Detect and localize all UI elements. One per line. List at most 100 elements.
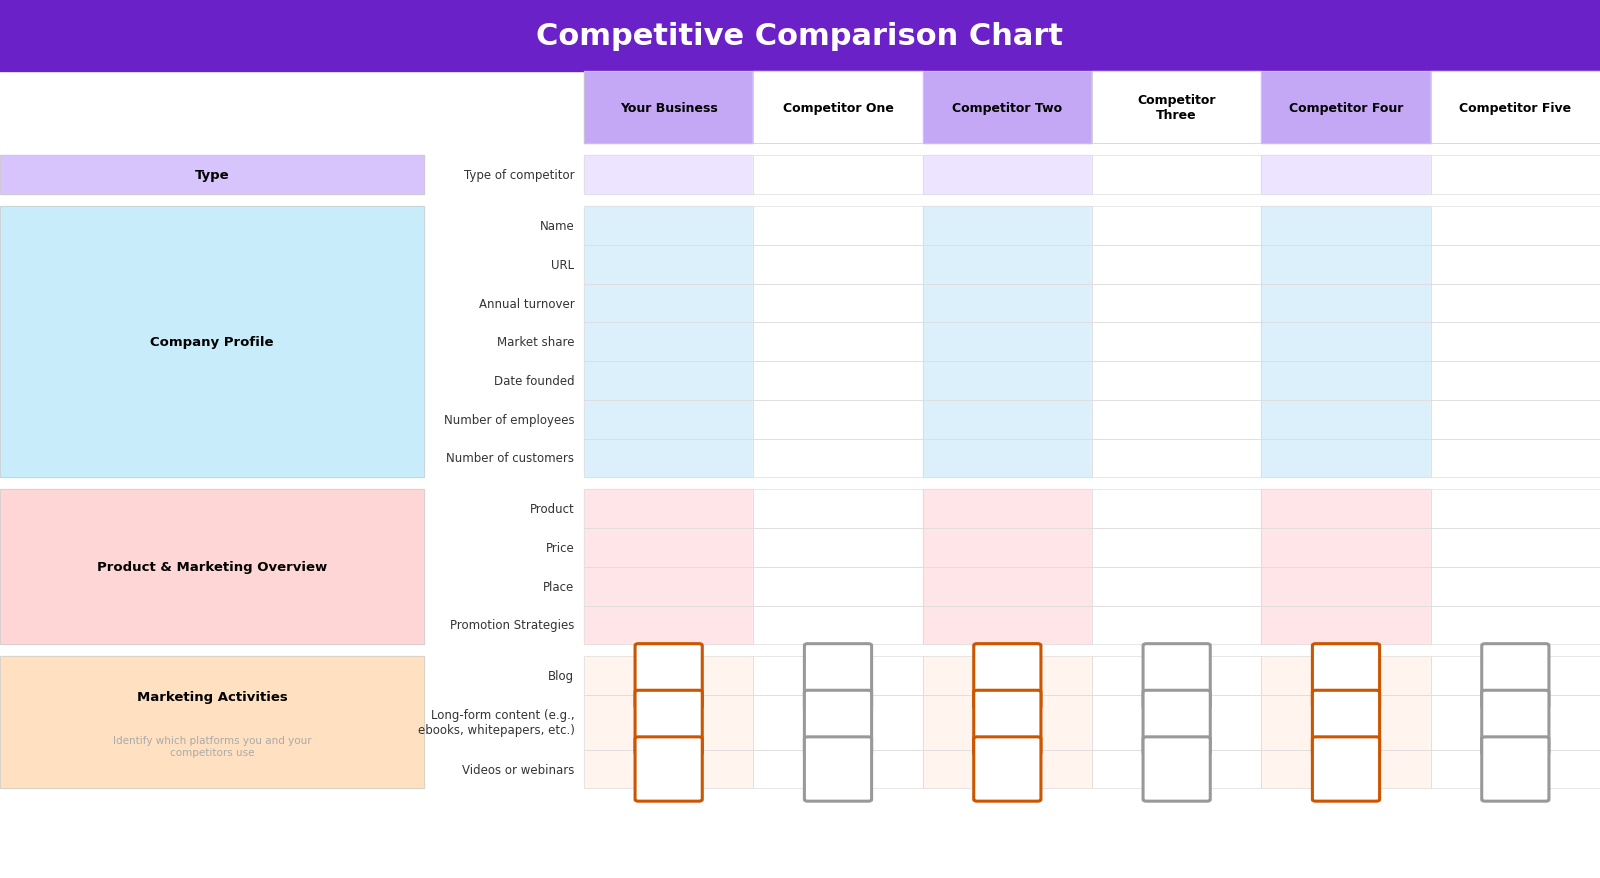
FancyBboxPatch shape — [805, 644, 872, 709]
Bar — [0, 657, 424, 788]
Bar — [754, 156, 923, 195]
Bar — [1261, 529, 1430, 567]
Bar — [923, 207, 1091, 246]
Bar — [584, 400, 754, 439]
Bar — [1091, 657, 1261, 695]
Bar — [754, 529, 923, 567]
Bar — [1261, 750, 1430, 788]
Bar — [754, 400, 923, 439]
Bar — [1430, 400, 1600, 439]
Bar — [754, 72, 923, 144]
Bar — [1261, 750, 1430, 788]
FancyBboxPatch shape — [974, 737, 1042, 802]
Bar — [754, 156, 923, 195]
Bar — [0, 207, 424, 478]
Text: Company Profile: Company Profile — [150, 336, 274, 349]
Text: Product & Marketing Overview: Product & Marketing Overview — [98, 561, 326, 573]
Bar — [1430, 156, 1600, 195]
Bar — [1091, 750, 1261, 788]
Bar — [923, 657, 1091, 695]
Bar — [0, 0, 1600, 72]
Bar — [1261, 323, 1430, 362]
Bar — [923, 156, 1091, 195]
Bar — [923, 284, 1091, 323]
Bar — [1261, 362, 1430, 400]
FancyBboxPatch shape — [805, 737, 872, 802]
Bar — [923, 323, 1091, 362]
Text: Market share: Market share — [498, 336, 574, 349]
Bar — [1430, 400, 1600, 439]
Text: Competitor
Three: Competitor Three — [1138, 94, 1216, 122]
Text: Date founded: Date founded — [494, 375, 574, 387]
Bar — [1261, 490, 1430, 529]
Bar — [584, 72, 754, 144]
Bar — [923, 695, 1091, 750]
Bar — [584, 439, 754, 478]
Bar — [754, 695, 923, 750]
Bar — [1261, 567, 1430, 606]
Bar — [0, 156, 424, 195]
Bar — [584, 284, 754, 323]
Bar — [754, 606, 923, 644]
Bar — [1091, 207, 1261, 246]
Bar — [584, 72, 754, 144]
Text: Competitive Comparison Chart: Competitive Comparison Chart — [536, 22, 1064, 50]
FancyBboxPatch shape — [635, 690, 702, 755]
Text: Competitor Two: Competitor Two — [952, 102, 1062, 114]
Bar — [0, 207, 424, 478]
Bar — [1091, 750, 1261, 788]
Bar — [584, 657, 754, 695]
Bar — [1261, 72, 1430, 144]
Text: Competitor Four: Competitor Four — [1290, 102, 1403, 114]
FancyBboxPatch shape — [1142, 644, 1210, 709]
Bar — [1091, 490, 1261, 529]
Bar — [1091, 400, 1261, 439]
Bar — [584, 695, 754, 750]
Bar — [923, 72, 1091, 144]
Text: Promotion Strategies: Promotion Strategies — [450, 619, 574, 631]
Text: Name: Name — [539, 220, 574, 233]
Bar — [754, 439, 923, 478]
Bar — [1091, 606, 1261, 644]
Bar — [1430, 284, 1600, 323]
FancyBboxPatch shape — [1482, 644, 1549, 709]
Bar — [1430, 606, 1600, 644]
Bar — [923, 400, 1091, 439]
Bar — [584, 490, 754, 529]
Text: Price: Price — [546, 542, 574, 554]
Text: Long-form content (e.g.,
ebooks, whitepapers, etc.): Long-form content (e.g., ebooks, whitepa… — [418, 709, 574, 737]
Bar — [584, 606, 754, 644]
Bar — [754, 246, 923, 284]
Bar — [1430, 750, 1600, 788]
FancyBboxPatch shape — [1312, 737, 1379, 802]
Bar — [754, 323, 923, 362]
Bar — [1091, 362, 1261, 400]
Bar — [1261, 606, 1430, 644]
Bar — [0, 156, 424, 195]
Bar — [584, 529, 754, 567]
Text: Annual turnover: Annual turnover — [478, 298, 574, 310]
Bar — [1091, 246, 1261, 284]
FancyBboxPatch shape — [1312, 644, 1379, 709]
Bar — [1091, 529, 1261, 567]
Text: Identify which platforms you and your
competitors use: Identify which platforms you and your co… — [112, 736, 312, 757]
Bar — [754, 400, 923, 439]
Bar — [1091, 567, 1261, 606]
Bar — [1091, 657, 1261, 695]
Bar — [1091, 362, 1261, 400]
Bar — [754, 657, 923, 695]
Bar — [1261, 529, 1430, 567]
Bar — [584, 657, 754, 695]
Bar — [1430, 657, 1600, 695]
FancyBboxPatch shape — [635, 737, 702, 802]
Bar — [1261, 695, 1430, 750]
Bar — [754, 207, 923, 246]
Bar — [1091, 246, 1261, 284]
Bar — [584, 606, 754, 644]
Bar — [754, 529, 923, 567]
Bar — [923, 246, 1091, 284]
Bar — [754, 657, 923, 695]
Text: Marketing Activities: Marketing Activities — [136, 690, 288, 702]
Bar — [1261, 606, 1430, 644]
Bar — [1430, 72, 1600, 144]
